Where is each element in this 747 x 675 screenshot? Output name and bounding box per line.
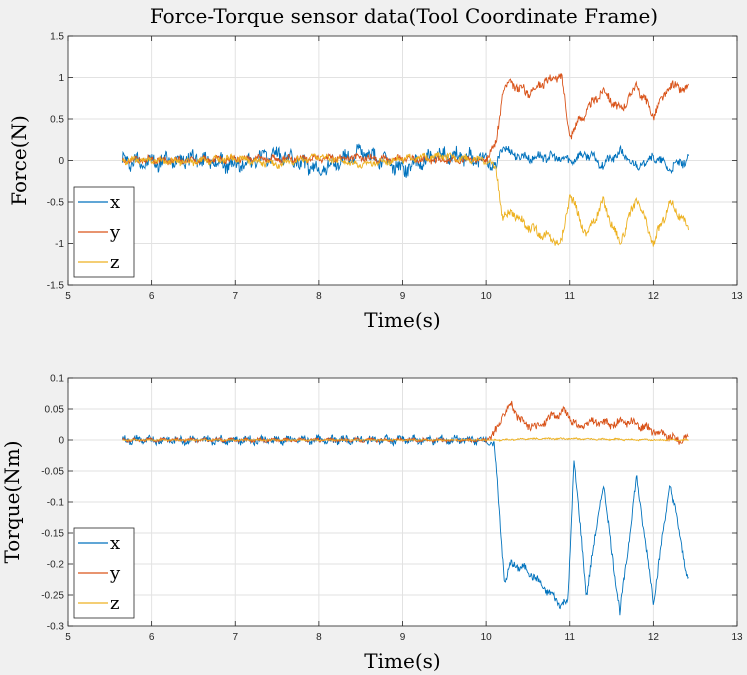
x-tick-label: 5 [65, 632, 71, 643]
legend-label-y: y [109, 563, 121, 584]
series-line-z [122, 437, 689, 442]
y-tick-label: -1 [55, 239, 64, 250]
y-tick-label: -0.05 [41, 467, 64, 478]
x-tick-label: 12 [648, 291, 660, 302]
x-tick-label: 12 [648, 632, 660, 643]
y-axis-label: Torque(Nm) [0, 441, 24, 564]
x-tick-label: 10 [481, 291, 493, 302]
y-tick-label: -1.5 [47, 281, 65, 292]
legend-label-x: x [110, 533, 120, 554]
y-tick-label: 1.5 [50, 32, 64, 43]
y-tick-label: -0.25 [41, 591, 64, 602]
x-tick-label: 6 [149, 632, 155, 643]
x-axis-label: Time(s) [364, 308, 440, 332]
x-tick-label: 9 [400, 632, 406, 643]
x-tick-label: 10 [481, 632, 493, 643]
legend-label-y: y [109, 222, 121, 243]
axes-2: 5 6 7 8 9 10 11 12 13 -0.3 -0.25 -0.2 -0.15 -0.1 -0.05… [0, 374, 743, 674]
x-tick-label: 7 [232, 291, 238, 302]
y-tick-label: 0.1 [50, 374, 64, 385]
y-tick-label: 0.5 [50, 115, 64, 126]
legend: xyz [73, 186, 135, 278]
series-line-x [121, 433, 689, 616]
series-line-z [121, 152, 689, 247]
x-tick-label: 13 [731, 632, 743, 643]
x-tick-label: 9 [400, 291, 406, 302]
x-tick-label: 8 [316, 291, 322, 302]
series-line-y [122, 400, 689, 445]
x-tick-label: 8 [316, 632, 322, 643]
x-tick-label: 5 [65, 291, 71, 302]
legend-label-z: z [110, 593, 119, 614]
y-tick-label: 0 [58, 436, 64, 447]
y-tick-label: 0 [58, 156, 64, 167]
series-line-x [121, 143, 689, 178]
legend-label-x: x [110, 192, 120, 213]
chart-title: Force-Torque sensor data(Tool Coordinate… [150, 4, 658, 28]
y-tick-label: -0.15 [41, 529, 64, 540]
y-tick-label: -0.1 [47, 498, 65, 509]
legend-label-z: z [110, 252, 119, 273]
y-tick-label: -0.3 [47, 622, 65, 633]
legend: xyz [73, 527, 135, 619]
x-tick-label: 6 [149, 291, 155, 302]
x-axis-label: Time(s) [364, 649, 440, 673]
y-tick-label: -0.2 [47, 560, 65, 571]
x-tick-label: 7 [232, 632, 238, 643]
x-tick-label: 11 [565, 632, 576, 643]
x-tick-label: 13 [731, 291, 743, 302]
axes-1: 5 6 7 8 9 10 11 12 13 -1.5 -1 -0.5 0 0.5 1 1.5 Time(s) Fo… [7, 32, 743, 333]
y-tick-label: 0.05 [45, 405, 65, 416]
y-tick-label: 1 [58, 73, 64, 84]
y-tick-label: -0.5 [47, 198, 65, 209]
y-axis-label: Force(N) [7, 115, 31, 206]
x-tick-label: 11 [565, 291, 576, 302]
